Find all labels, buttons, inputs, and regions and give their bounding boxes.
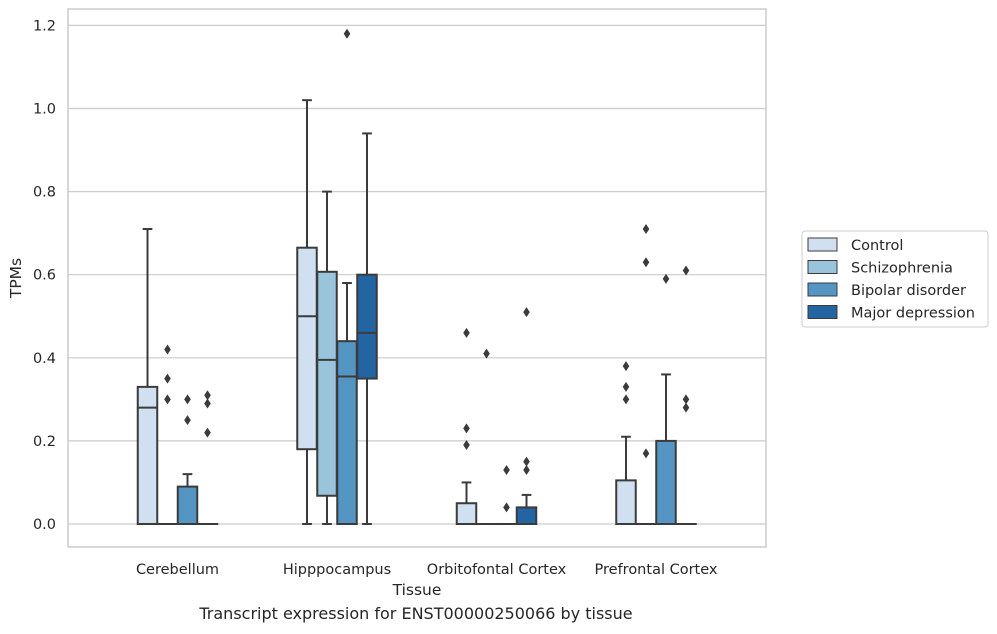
- outlier-point: [164, 394, 171, 405]
- legend-label: Control: [851, 238, 903, 254]
- box-group: [176, 394, 199, 526]
- box: [615, 479, 637, 525]
- boxes-layer: [136, 28, 697, 526]
- outlier-point: [164, 344, 171, 355]
- legend-swatch: [807, 260, 838, 274]
- box: [515, 506, 538, 526]
- y-tick-label: 0.2: [33, 434, 56, 450]
- y-tick-label: 1.0: [33, 102, 56, 118]
- box: [316, 270, 338, 497]
- outlier-point: [184, 415, 191, 426]
- outlier-point: [164, 373, 171, 384]
- outlier-point: [483, 348, 490, 359]
- outlier-point: [204, 427, 211, 438]
- outlier-point: [622, 381, 630, 392]
- legend-swatch: [807, 237, 838, 252]
- outlier-point: [682, 402, 690, 413]
- y-tick-label: 0.4: [33, 351, 56, 367]
- x-tick-label: Cerebellum: [136, 562, 219, 578]
- box: [356, 273, 378, 380]
- outlier-point: [204, 398, 211, 409]
- box-group: [615, 361, 637, 525]
- outlier-point: [503, 464, 510, 475]
- gridlines: [68, 24, 766, 525]
- legend-frame: [801, 230, 989, 328]
- box-group: [495, 464, 518, 526]
- y-axis: 0.0 0.2 0.4 0.6 0.8 1.0 1.2: [33, 18, 56, 533]
- outlier-point: [622, 394, 630, 405]
- y-tick-label: 0.0: [33, 517, 56, 533]
- legend-label: Major depression: [851, 306, 975, 322]
- box-group: [455, 327, 478, 526]
- outlier-point: [622, 361, 630, 372]
- box-group: [336, 28, 358, 525]
- x-axis: Cerebellum Hipppocampus Orbitofontal Corte…: [136, 562, 718, 578]
- outlier-point: [682, 265, 690, 276]
- box: [336, 340, 358, 525]
- legend-label: Schizophrenia: [851, 261, 953, 277]
- legend: Control Schizophrenia Bipolar disorder Majo…: [801, 230, 989, 328]
- legend-swatch: [807, 305, 838, 319]
- outlier-point: [204, 390, 211, 401]
- outlier-point: [463, 423, 470, 434]
- outlier-point: [523, 307, 530, 318]
- outlier-point: [642, 448, 650, 459]
- box-group: [635, 223, 657, 526]
- box-group: [655, 273, 677, 525]
- box-group: [316, 190, 338, 525]
- box: [655, 439, 677, 525]
- plot-frame: [67, 8, 767, 548]
- legend-swatch: [807, 282, 838, 297]
- outlier-point: [503, 502, 510, 513]
- box-group: [356, 132, 378, 525]
- outlier-point: [642, 257, 650, 268]
- box-group: [196, 390, 219, 526]
- outlier-point: [662, 273, 670, 284]
- chart-caption: Transcript expression for ENST0000025006…: [199, 604, 633, 623]
- x-tick-label: Orbitofontal Cortex: [427, 562, 567, 578]
- box-group: [156, 344, 179, 526]
- outlier-point: [184, 394, 191, 405]
- box-group: [515, 307, 538, 526]
- box-group: [475, 348, 498, 526]
- outlier-point: [682, 394, 690, 405]
- x-tick-label: Prefrontal Cortex: [595, 562, 718, 578]
- outlier-point: [463, 327, 470, 338]
- y-tick-label: 0.8: [33, 185, 56, 201]
- box-group: [296, 99, 318, 525]
- box: [176, 485, 199, 526]
- box: [136, 385, 159, 526]
- y-axis-label: TPMs: [7, 258, 25, 299]
- y-tick-label: 0.6: [33, 268, 56, 284]
- box: [296, 246, 318, 451]
- x-tick-label: Hipppocampus: [283, 562, 391, 578]
- box: [455, 502, 478, 526]
- legend-label: Bipolar disorder: [851, 283, 966, 299]
- y-tick-label: 1.2: [33, 18, 56, 34]
- outlier-point: [463, 440, 470, 451]
- outlier-point: [523, 456, 530, 467]
- x-axis-label: Tissue: [392, 581, 442, 599]
- outlier-point: [642, 223, 650, 234]
- box-group: [675, 265, 697, 526]
- outlier-point: [523, 464, 530, 475]
- boxplot-chart: 0.0 0.2 0.4 0.6 0.8 1.0 1.2 Cerebellum Hipppoca…: [7, 8, 989, 599]
- outlier-point: [343, 28, 351, 39]
- box-group: [136, 227, 159, 526]
